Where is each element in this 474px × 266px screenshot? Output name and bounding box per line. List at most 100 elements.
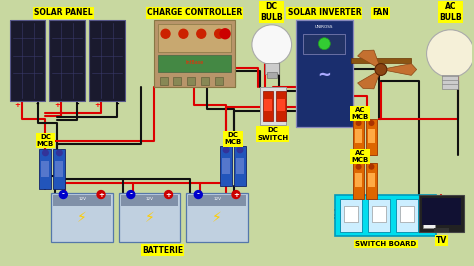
Circle shape (179, 29, 188, 38)
Circle shape (215, 29, 224, 38)
Text: ~: ~ (318, 65, 331, 84)
Bar (355, 173, 362, 187)
Circle shape (368, 164, 374, 170)
Bar (442, 76, 458, 89)
Bar (340, 198, 362, 232)
Bar (89, 20, 125, 101)
Bar (234, 146, 246, 186)
Bar (265, 63, 279, 74)
Text: AC
MCB: AC MCB (351, 107, 369, 120)
Text: ⚡: ⚡ (212, 211, 222, 225)
Bar (49, 20, 85, 101)
Bar (264, 99, 272, 111)
Bar (10, 20, 46, 101)
Bar (277, 99, 285, 111)
Bar (220, 146, 232, 186)
Bar (157, 24, 231, 52)
Bar (396, 198, 418, 232)
Bar (368, 129, 375, 143)
Circle shape (356, 164, 362, 170)
Text: DC
SWITCH: DC SWITCH (257, 127, 288, 140)
Text: +: + (94, 102, 100, 108)
Text: InfBase: InfBase (185, 60, 203, 65)
Polygon shape (357, 69, 381, 89)
Circle shape (252, 25, 292, 65)
Bar (263, 91, 273, 121)
Text: AC
MCB: AC MCB (351, 150, 369, 163)
Circle shape (59, 190, 67, 198)
Bar (222, 158, 230, 174)
Bar (303, 34, 345, 54)
Bar (296, 20, 353, 127)
Bar (353, 119, 364, 155)
Bar (423, 202, 435, 228)
Bar (351, 57, 410, 63)
Bar (419, 194, 464, 232)
Text: +: + (165, 192, 172, 198)
Text: 12V: 12V (78, 197, 86, 202)
Text: -: - (129, 192, 132, 198)
Bar (353, 163, 364, 198)
Bar (236, 158, 244, 174)
Bar (51, 193, 113, 242)
Text: FAN: FAN (373, 9, 389, 17)
Bar (400, 206, 414, 222)
Bar (366, 119, 377, 155)
Text: -: - (36, 100, 39, 109)
Text: TV: TV (436, 236, 447, 245)
Circle shape (319, 38, 330, 50)
Bar (39, 149, 51, 189)
Bar (276, 91, 286, 121)
Bar (366, 163, 377, 198)
Text: DC
MCB: DC MCB (224, 132, 242, 146)
Circle shape (232, 190, 240, 198)
Text: -: - (75, 100, 79, 109)
Polygon shape (357, 50, 381, 69)
Text: +: + (98, 192, 104, 198)
Bar (368, 173, 375, 187)
Bar (188, 194, 246, 206)
Bar (55, 161, 64, 177)
Text: +: + (233, 192, 239, 198)
Text: -: - (115, 100, 118, 109)
Bar (368, 198, 390, 232)
Bar (421, 198, 461, 225)
Text: 12V: 12V (213, 197, 221, 202)
Circle shape (368, 120, 374, 126)
Bar (157, 55, 231, 72)
Circle shape (356, 120, 362, 126)
Bar (54, 194, 111, 206)
Text: AC
BULB: AC BULB (439, 2, 462, 22)
Bar (187, 77, 195, 85)
Text: ⚡: ⚡ (145, 211, 155, 225)
Bar (173, 77, 182, 85)
Bar (267, 72, 277, 78)
Circle shape (42, 149, 49, 156)
Bar (260, 87, 286, 125)
Circle shape (220, 29, 230, 39)
Text: -: - (197, 192, 200, 198)
Bar (54, 149, 65, 189)
Circle shape (375, 64, 387, 76)
Bar (121, 194, 178, 206)
Text: CHARGE CONTROLLER: CHARGE CONTROLLER (146, 9, 242, 17)
Circle shape (223, 146, 229, 153)
Text: UNIROSS: UNIROSS (315, 25, 334, 29)
Text: -: - (62, 192, 65, 198)
Bar (119, 193, 181, 242)
Circle shape (97, 190, 105, 198)
Text: BATTERIE: BATTERIE (142, 246, 183, 255)
Text: ⚡: ⚡ (77, 211, 87, 225)
Bar (186, 193, 248, 242)
Circle shape (56, 149, 63, 156)
Polygon shape (381, 64, 417, 75)
Text: SOLAR INVERTER: SOLAR INVERTER (288, 9, 361, 17)
Text: +: + (55, 102, 60, 108)
Text: SOLAR PANEL: SOLAR PANEL (34, 9, 92, 17)
Bar (42, 161, 49, 177)
Text: SWITCH BOARD: SWITCH BOARD (355, 241, 417, 247)
Circle shape (161, 29, 170, 38)
Bar (372, 206, 386, 222)
Text: DC
MCB: DC MCB (37, 134, 54, 147)
Circle shape (194, 190, 202, 198)
